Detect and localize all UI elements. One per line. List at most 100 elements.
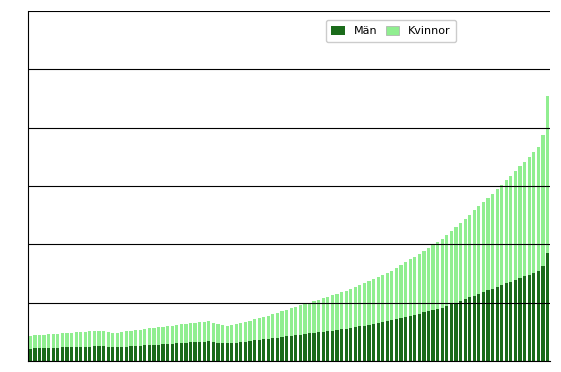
Bar: [244, 322, 247, 341]
Bar: [509, 282, 513, 361]
Bar: [189, 343, 192, 361]
Bar: [234, 324, 238, 343]
Bar: [79, 332, 82, 347]
Bar: [518, 166, 522, 278]
Bar: [253, 320, 256, 340]
Bar: [88, 331, 91, 346]
Bar: [111, 333, 114, 347]
Bar: [125, 347, 128, 361]
Bar: [52, 348, 55, 361]
Bar: [399, 265, 403, 318]
Bar: [52, 334, 55, 348]
Bar: [143, 345, 146, 361]
Bar: [107, 347, 110, 361]
Bar: [180, 343, 183, 361]
Bar: [500, 285, 503, 361]
Bar: [463, 219, 467, 299]
Bar: [180, 324, 183, 343]
Bar: [203, 321, 206, 341]
Bar: [139, 346, 142, 361]
Bar: [207, 321, 210, 341]
Bar: [450, 231, 453, 304]
Bar: [408, 259, 412, 316]
Bar: [98, 331, 100, 346]
Bar: [143, 329, 146, 345]
Bar: [212, 323, 215, 342]
Bar: [280, 337, 284, 361]
Bar: [358, 327, 361, 361]
Bar: [505, 180, 508, 283]
Bar: [166, 344, 169, 361]
Bar: [84, 332, 87, 347]
Bar: [482, 202, 485, 292]
Bar: [335, 330, 339, 361]
Bar: [344, 329, 348, 361]
Bar: [445, 235, 448, 306]
Bar: [221, 343, 224, 361]
Bar: [257, 340, 261, 361]
Bar: [266, 339, 270, 361]
Bar: [239, 323, 242, 342]
Bar: [189, 323, 192, 343]
Bar: [381, 322, 384, 361]
Bar: [477, 206, 480, 294]
Bar: [102, 331, 105, 346]
Bar: [486, 290, 490, 361]
Bar: [84, 347, 87, 361]
Bar: [431, 310, 435, 361]
Bar: [175, 325, 178, 343]
Bar: [523, 276, 526, 361]
Bar: [289, 308, 293, 336]
Bar: [152, 328, 155, 345]
Bar: [70, 347, 73, 361]
Bar: [514, 280, 517, 361]
Bar: [317, 299, 320, 332]
Bar: [276, 337, 279, 361]
Bar: [422, 312, 426, 361]
Bar: [194, 323, 197, 342]
Bar: [61, 347, 64, 361]
Bar: [272, 338, 274, 361]
Bar: [404, 262, 407, 317]
Bar: [257, 318, 261, 340]
Bar: [157, 344, 160, 361]
Bar: [47, 334, 50, 348]
Bar: [308, 333, 311, 361]
Bar: [404, 317, 407, 361]
Bar: [226, 343, 229, 361]
Bar: [29, 349, 32, 361]
Bar: [431, 245, 435, 310]
Bar: [29, 336, 32, 349]
Bar: [234, 343, 238, 361]
Bar: [120, 347, 123, 361]
Bar: [162, 327, 165, 344]
Bar: [440, 239, 444, 308]
Bar: [495, 189, 499, 287]
Bar: [139, 330, 142, 346]
Bar: [436, 242, 439, 309]
Bar: [349, 328, 352, 361]
Bar: [312, 333, 316, 361]
Bar: [70, 333, 73, 347]
Bar: [527, 275, 531, 361]
Bar: [304, 304, 306, 334]
Bar: [376, 277, 380, 323]
Bar: [399, 318, 403, 361]
Bar: [79, 347, 82, 361]
Bar: [226, 326, 229, 343]
Bar: [56, 347, 59, 361]
Bar: [459, 301, 462, 361]
Bar: [276, 313, 279, 337]
Bar: [413, 257, 416, 315]
Bar: [477, 294, 480, 361]
Bar: [217, 343, 219, 361]
Bar: [408, 316, 412, 361]
Bar: [395, 268, 398, 320]
Bar: [468, 215, 471, 297]
Bar: [326, 297, 329, 331]
Bar: [253, 340, 256, 361]
Bar: [262, 317, 265, 339]
Bar: [239, 342, 242, 361]
Bar: [171, 344, 174, 361]
Bar: [130, 346, 132, 361]
